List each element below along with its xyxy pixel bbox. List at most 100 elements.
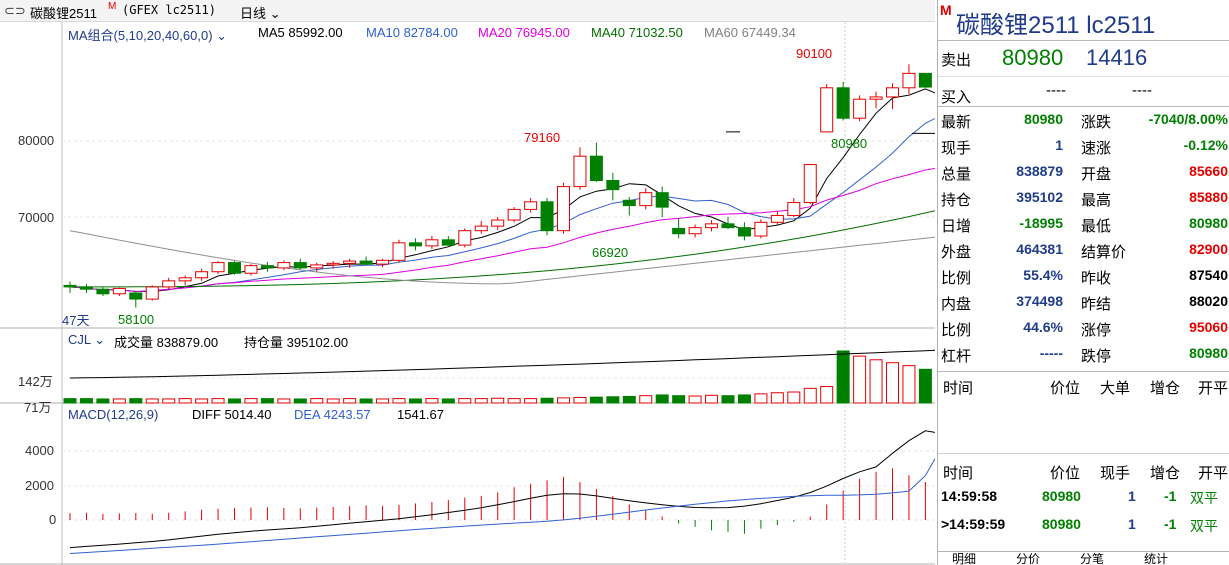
link-icon[interactable]: ⊂⊃ — [4, 3, 26, 18]
candle — [63, 284, 77, 288]
candle — [228, 262, 241, 274]
volume-bar — [770, 392, 784, 404]
stat-row: 杠杆 ----- 跌停 80980 — [938, 342, 1229, 368]
volume-bar — [540, 397, 554, 404]
volume-axis-label: 71万 — [24, 400, 52, 415]
stat-value: 85660 — [1189, 163, 1228, 179]
volume-bar — [343, 398, 357, 404]
volume-bar — [573, 397, 587, 404]
macd-axis-label: 0 — [49, 512, 57, 527]
volume-bar — [96, 398, 110, 404]
macd-indicator-label[interactable]: MACD(12,26,9) — [68, 407, 159, 422]
stat-label: 最高 — [1081, 192, 1112, 209]
stat-value: 85880 — [1189, 189, 1228, 205]
trade-qty: 1 — [1128, 488, 1136, 504]
sell-row: 卖出 80980 14416 — [938, 44, 1229, 72]
volume-bar — [589, 396, 603, 404]
price-axis-label: 80000 — [18, 133, 55, 148]
candle — [458, 230, 472, 246]
panel-tabs: 明细 分价 分笔 统计 — [938, 551, 1229, 565]
stat-label: 速涨 — [1081, 140, 1112, 157]
stat-label: 比例 — [941, 270, 972, 287]
column-header: 开平 — [1198, 465, 1229, 482]
tab-0[interactable]: 明细 — [952, 552, 977, 565]
volume-bar — [145, 398, 159, 404]
candle — [524, 201, 538, 210]
volume-bar — [853, 355, 867, 404]
volume-bar — [112, 398, 126, 404]
title-bar: ⊂⊃ 碳酸锂2511 M (GFEX lc2511) 日线 ⌄ — [0, 0, 935, 22]
diff-line — [69, 430, 935, 549]
volume-bar — [310, 398, 324, 404]
buy-row: 买入 ---- ---- — [938, 82, 1229, 106]
quote-panel: M 碳酸锂2511 lc2511 卖出 80980 14416 买入 ---- … — [937, 0, 1229, 565]
ma60-value: MA60 67449.34 — [704, 25, 796, 40]
candle — [655, 192, 669, 208]
candle — [869, 96, 883, 100]
volume-bar — [458, 398, 472, 404]
price-axis-label: 70000 — [18, 210, 55, 225]
candle — [639, 192, 653, 207]
contract-name: 碳酸锂2511 — [30, 6, 97, 21]
tab-2[interactable]: 分笔 — [1080, 552, 1105, 565]
candle — [787, 202, 801, 216]
candle — [705, 223, 719, 229]
candle — [507, 208, 521, 221]
stat-label: 现手 — [941, 140, 972, 157]
volume-bar — [376, 398, 390, 404]
candle — [853, 98, 867, 119]
volume-bar — [359, 398, 373, 404]
kline-chart[interactable] — [0, 22, 935, 565]
macd-axis-label: 2000 — [25, 478, 54, 493]
days-label: 47天 — [62, 313, 90, 328]
volume-indicator-label[interactable]: CJL ⌄ — [68, 332, 106, 347]
chevron-down-icon: ⌄ — [269, 6, 281, 21]
trade-oi: -1 — [1164, 488, 1177, 504]
volume-bar — [277, 398, 291, 404]
stat-label: 跌停 — [1081, 348, 1112, 365]
sell-volume: 14416 — [1086, 45, 1148, 70]
candle — [918, 72, 932, 88]
stat-label: 涨停 — [1081, 322, 1112, 339]
candle — [557, 186, 570, 232]
candle — [408, 242, 422, 247]
volume-bar — [524, 398, 538, 404]
stat-label: 日增 — [941, 218, 972, 235]
stat-row: 现手 1 速涨 -0.12% — [938, 134, 1229, 160]
ma-group-label[interactable]: MA组合(5,10,20,40,60,0) ⌄ — [68, 28, 228, 43]
stat-label: 杠杆 — [941, 348, 972, 365]
candle — [803, 164, 817, 204]
volume-bar — [162, 398, 176, 404]
trade-type: 双平 — [1190, 518, 1218, 534]
volume-bar — [688, 395, 702, 404]
stat-label: 最新 — [941, 114, 972, 131]
ma5-value: MA5 85992.00 — [258, 25, 343, 40]
tab-3[interactable]: 统计 — [1144, 552, 1169, 565]
stat-value: 395102 — [1016, 189, 1063, 205]
stat-value: 87540 — [1189, 267, 1228, 283]
volume-bar — [721, 395, 735, 404]
column-header: 时间 — [943, 465, 974, 482]
volume-bar — [803, 387, 817, 404]
quote-title: 碳酸锂2511 lc2511 — [956, 12, 1156, 39]
macd-axis-label: 4000 — [25, 443, 54, 458]
tab-1[interactable]: 分价 — [1016, 552, 1041, 565]
ma20-value: MA20 76945.00 — [478, 25, 570, 40]
stat-label: 持仓 — [941, 192, 972, 209]
candle — [96, 288, 110, 295]
stat-value: 374498 — [1016, 293, 1063, 309]
stat-label: 结算价 — [1081, 244, 1127, 261]
trade-oi: -1 — [1164, 516, 1177, 532]
candle — [359, 260, 373, 265]
volume-bar — [639, 395, 653, 404]
column-header: 增仓 — [1150, 380, 1181, 397]
trade-row[interactable]: 14:59:58 80980 1 -1 双平 — [938, 488, 1229, 512]
mid-low-annotation: 66920 — [592, 245, 629, 260]
volume-value: 成交量 838879.00 — [114, 335, 219, 350]
volume-bar — [886, 362, 899, 404]
low-annotation: 58100 — [118, 312, 155, 327]
period-select[interactable]: 日线 ⌄ — [240, 6, 281, 21]
volume-bar — [228, 398, 241, 404]
stat-value: 55.4% — [1023, 267, 1063, 283]
trade-row[interactable]: >14:59:59 80980 1 -1 双平 — [938, 516, 1229, 540]
